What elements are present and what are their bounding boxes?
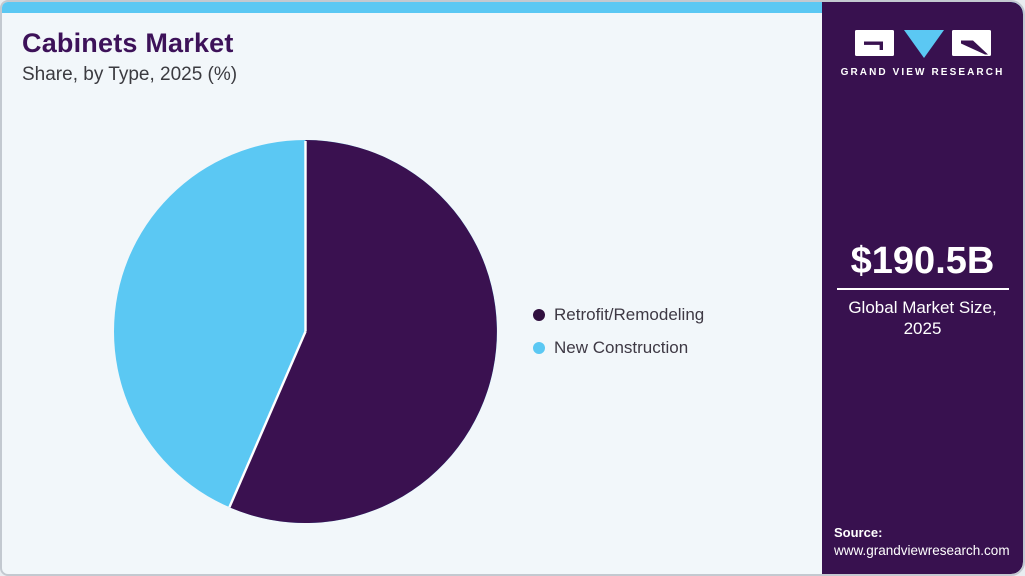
pie-divider-bottom: [228, 331, 307, 508]
source-url: www.grandviewresearch.com: [834, 543, 1010, 558]
logo-wordmark: GRAND VIEW RESEARCH: [840, 67, 1005, 78]
gvr-logo: GRAND VIEW RESEARCH: [822, 29, 1023, 78]
legend-label-retrofit-remodeling: Retrofit/Remodeling: [554, 305, 705, 324]
market-size-label-line2: 2025: [903, 319, 942, 338]
pie-slice-retrofit-remodeling: [229, 140, 497, 523]
top-accent-bar: [2, 2, 1023, 13]
legend-item-new-construction: New Construction: [533, 337, 704, 359]
gvr-logo-icon: [854, 30, 991, 58]
market-size-value: $190.5B: [850, 240, 995, 282]
market-size-label-line1: Global Market Size,: [848, 298, 997, 317]
source-block: Source: www.grandviewresearch.com: [834, 525, 1010, 558]
legend-swatch-new-construction: [533, 342, 545, 354]
chart-subtitle: Share, by Type, 2025 (%): [22, 64, 238, 85]
legend: Retrofit/Remodeling New Construction: [533, 304, 704, 370]
page-title: Cabinets Market: [22, 28, 234, 58]
market-size-block: $190.5B Global Market Size, 2025: [822, 242, 1023, 339]
sidebar: GRAND VIEW RESEARCH $190.5B Global Marke…: [822, 2, 1023, 574]
market-size-divider: [836, 288, 1009, 290]
legend-item-retrofit-remodeling: Retrofit/Remodeling: [533, 304, 704, 326]
legend-swatch-retrofit-remodeling: [533, 309, 545, 321]
pie-chart: [114, 140, 497, 523]
legend-label-new-construction: New Construction: [554, 338, 689, 357]
source-label: Source:: [834, 525, 883, 540]
